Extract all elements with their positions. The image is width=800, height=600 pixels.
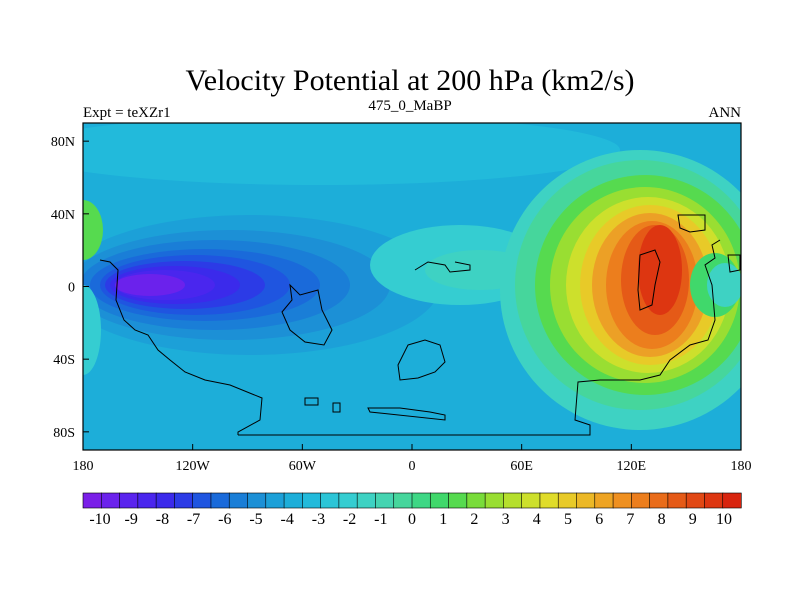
colorbar-swatch [704, 492, 724, 509]
colorbar-swatch [174, 492, 194, 509]
colorbar-label: 2 [470, 511, 478, 528]
colorbar-swatch [685, 492, 706, 509]
colorbar-swatch [155, 492, 175, 509]
colorbar-swatch [411, 492, 431, 509]
coastline-antarctica [238, 239, 721, 436]
colorbar-swatch [320, 492, 340, 509]
colorbar-label: -7 [187, 511, 200, 528]
colorbar-label: -9 [125, 511, 138, 528]
coastline-north-asia [677, 214, 706, 233]
colorbar-swatch [210, 492, 230, 509]
colorbar-swatch [448, 492, 468, 509]
x-tick-label: 60W [289, 459, 317, 474]
season-label: ANN [709, 105, 742, 121]
x-axis: 180 120W 60W 0 60E 120E 180 [73, 444, 752, 474]
map-plot-area [83, 123, 741, 450]
coastline-south-america [99, 259, 263, 435]
field-contour-pos-9 [638, 225, 682, 315]
coastlines [99, 214, 741, 436]
colorbar-swatch [466, 492, 486, 509]
colorbar-label: -8 [156, 511, 169, 528]
coastline-australia [397, 339, 446, 381]
colorbar-swatch [228, 492, 249, 509]
y-tick-label: 40S [53, 353, 75, 368]
coastline-indian-ocean-island [304, 397, 319, 406]
colorbar-swatch [393, 492, 413, 509]
colorbar-label: 9 [689, 511, 697, 528]
colorbar-label: -3 [312, 511, 325, 528]
colorbar-swatch [631, 492, 651, 509]
coastline-east-island [727, 254, 741, 273]
coastline-antarctic-shelf [367, 407, 446, 421]
x-tick-label: 120E [617, 459, 647, 474]
colorbar-label: 1 [439, 511, 447, 528]
colorbar-swatch [338, 492, 358, 509]
colorbar-swatch [119, 492, 139, 509]
colorbar-swatch [722, 492, 742, 509]
colorbar-swatch [503, 492, 523, 509]
colorbar-swatch [484, 492, 504, 509]
y-tick-label: 80S [53, 426, 75, 441]
y-tick-label: 40N [51, 208, 75, 223]
colorbar-label: 3 [502, 511, 510, 528]
colorbar-label: -2 [343, 511, 356, 528]
colorbar-swatch [356, 492, 377, 509]
field-contour-west-edge [83, 200, 103, 260]
y-tick-label: 80N [51, 135, 75, 150]
colorbar-label: -5 [249, 511, 262, 528]
colorbar-swatch [137, 492, 157, 509]
x-tick-label: 120W [176, 459, 211, 474]
colorbar-swatch [429, 492, 450, 509]
colorbar-swatch [247, 492, 267, 509]
colorbar-label: 5 [564, 511, 572, 528]
colorbar [82, 492, 742, 509]
colorbar-swatch [594, 492, 614, 509]
coastline-africa [414, 261, 471, 273]
colorbar-swatch [375, 492, 395, 509]
field-contour-neg-8 [115, 274, 185, 296]
colorbar-swatch [667, 492, 687, 509]
field-contour-west-edge-2 [83, 285, 101, 375]
colorbar-swatch [192, 492, 212, 509]
colorbar-swatch [100, 492, 121, 509]
colorbar-swatch [82, 492, 102, 509]
colorbar-swatch [576, 492, 596, 509]
x-tick-label: 180 [731, 459, 752, 474]
x-tick-label: 180 [73, 459, 94, 474]
field-contour-north-band [83, 123, 620, 185]
y-tick-label: 0 [68, 281, 75, 296]
colorbar-label: 8 [658, 511, 666, 528]
colorbar-label: -6 [218, 511, 231, 528]
colorbar-swatch [612, 492, 632, 509]
colorbar-label: 6 [595, 511, 603, 528]
x-tick-label: 0 [409, 459, 416, 474]
experiment-label: Expt = teXZr1 [83, 105, 171, 121]
colorbar-labels: -10 -9 -8 -7 -6 -5 -4 -3 -2 -1 0 1 2 3 4 5 6 7 8 9 10 [89, 511, 732, 528]
colorbar-label: 4 [533, 511, 541, 528]
x-tick-label: 60E [510, 459, 533, 474]
colorbar-label: 0 [408, 511, 416, 528]
colorbar-label: -4 [281, 511, 294, 528]
colorbar-label: 10 [716, 511, 732, 528]
colorbar-swatch [521, 492, 541, 509]
colorbar-swatch [265, 492, 285, 509]
colorbar-label: -1 [374, 511, 387, 528]
colorbar-swatch [302, 492, 322, 509]
colorbar-swatch [557, 492, 578, 509]
colorbar-swatch [283, 492, 303, 509]
colorbar-label: -10 [89, 511, 110, 528]
colorbar-label: 7 [626, 511, 634, 528]
coastline-small-island [332, 402, 341, 413]
coastline-asia [637, 249, 661, 311]
chart-title: Velocity Potential at 200 hPa (km2/s) [185, 64, 634, 97]
coastline-north-america [281, 283, 333, 346]
y-axis: 80N 40N 0 40S 80S [51, 135, 89, 441]
colorbar-swatch [539, 492, 559, 509]
time-label: 475_0_MaBP [368, 98, 451, 114]
colorbar-swatch [649, 492, 669, 509]
field-contour-east-notch-2 [707, 263, 741, 307]
